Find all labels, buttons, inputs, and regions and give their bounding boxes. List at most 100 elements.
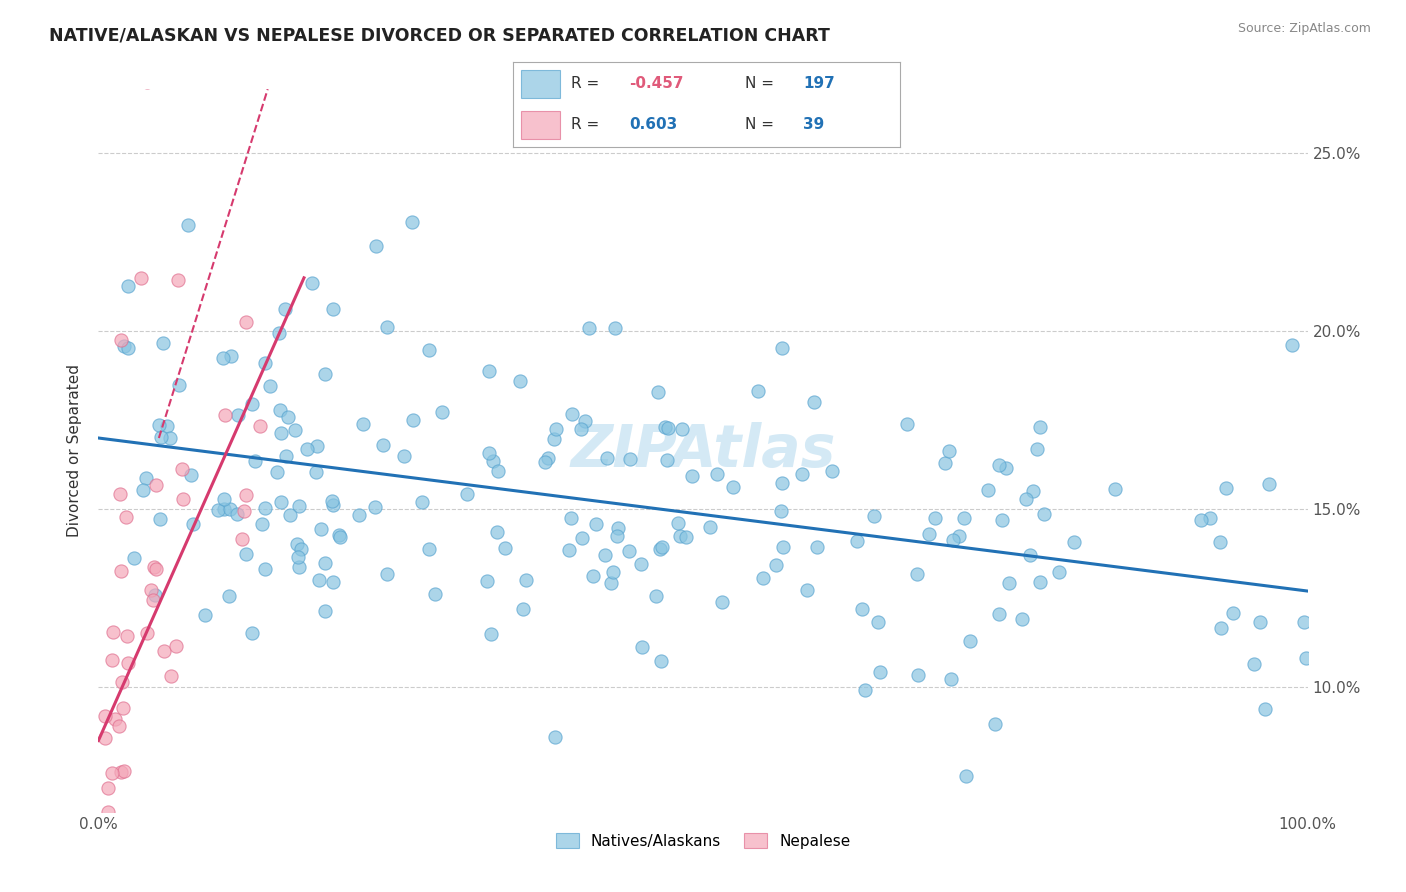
Point: [651, 540, 673, 554]
Point: [560, 407, 582, 421]
Point: [322, 302, 344, 317]
Point: [1215, 481, 1237, 495]
Point: [905, 567, 928, 582]
Point: [942, 533, 965, 547]
Point: [1019, 548, 1042, 562]
Point: [349, 508, 371, 522]
Point: [486, 464, 509, 478]
Point: [723, 480, 745, 494]
Point: [266, 466, 288, 480]
Point: [765, 558, 787, 572]
Point: [314, 556, 336, 570]
Point: [235, 315, 257, 329]
Point: [226, 508, 249, 522]
Point: [512, 602, 534, 616]
Point: [159, 431, 181, 445]
Point: [122, 551, 145, 566]
Point: [170, 462, 193, 476]
Point: [655, 453, 678, 467]
Point: [959, 634, 981, 648]
Point: [214, 492, 236, 507]
Bar: [520, 111, 560, 139]
Point: [977, 483, 1000, 497]
Point: [666, 516, 689, 531]
Point: [373, 438, 395, 452]
Point: [142, 593, 165, 607]
Point: [1032, 507, 1054, 521]
Point: [194, 607, 217, 622]
Point: [167, 378, 190, 392]
Point: [270, 495, 292, 509]
Point: [274, 449, 297, 463]
Point: [475, 574, 498, 588]
Point: [307, 439, 329, 453]
Point: [288, 499, 311, 513]
Text: N =: N =: [745, 117, 779, 132]
Point: [235, 547, 257, 561]
Point: [235, 488, 257, 502]
Point: [253, 356, 276, 370]
Legend: Natives/Alaskans, Nepalese: Natives/Alaskans, Nepalese: [550, 827, 856, 855]
Point: [984, 717, 1007, 731]
Point: [1189, 513, 1212, 527]
Point: [675, 530, 697, 544]
Text: R =: R =: [571, 117, 605, 132]
Point: [290, 541, 312, 556]
Point: [143, 589, 166, 603]
Point: [269, 403, 291, 417]
Point: [110, 487, 132, 501]
Point: [135, 471, 157, 485]
Point: [998, 576, 1021, 591]
Point: [650, 654, 672, 668]
Point: [574, 414, 596, 428]
Point: [97, 805, 120, 819]
Point: [143, 560, 166, 574]
Point: [411, 495, 433, 509]
Point: [619, 451, 641, 466]
Point: [375, 320, 398, 334]
Point: [1243, 657, 1265, 671]
Text: ZIPAtlas: ZIPAtlas: [571, 422, 835, 479]
Point: [110, 333, 132, 347]
Point: [630, 557, 652, 571]
Point: [160, 669, 183, 683]
Point: [1047, 565, 1070, 579]
Point: [309, 522, 332, 536]
Point: [101, 653, 124, 667]
Text: Source: ZipAtlas.com: Source: ZipAtlas.com: [1237, 22, 1371, 36]
Point: [934, 456, 956, 470]
Point: [111, 701, 134, 715]
Point: [606, 529, 628, 543]
Point: [482, 453, 505, 467]
Point: [176, 218, 198, 232]
Point: [117, 341, 139, 355]
Point: [135, 75, 157, 89]
Point: [1292, 615, 1315, 629]
Point: [425, 587, 447, 601]
Point: [599, 576, 621, 591]
Point: [485, 525, 508, 540]
Point: [152, 336, 174, 351]
Point: [394, 449, 416, 463]
Point: [252, 516, 274, 531]
Point: [1199, 511, 1222, 525]
Point: [166, 272, 188, 286]
Point: [456, 486, 478, 500]
Text: N =: N =: [745, 76, 779, 91]
Point: [232, 504, 254, 518]
Point: [557, 542, 579, 557]
Point: [101, 624, 124, 639]
Point: [631, 640, 654, 655]
Point: [544, 422, 567, 436]
Point: [918, 526, 941, 541]
Point: [711, 595, 734, 609]
Point: [772, 341, 794, 355]
Point: [328, 528, 350, 542]
Point: [478, 363, 501, 377]
Point: [145, 562, 167, 576]
Point: [112, 339, 135, 353]
Point: [1209, 534, 1232, 549]
Point: [619, 544, 641, 558]
Point: [648, 541, 671, 556]
Point: [596, 451, 619, 466]
